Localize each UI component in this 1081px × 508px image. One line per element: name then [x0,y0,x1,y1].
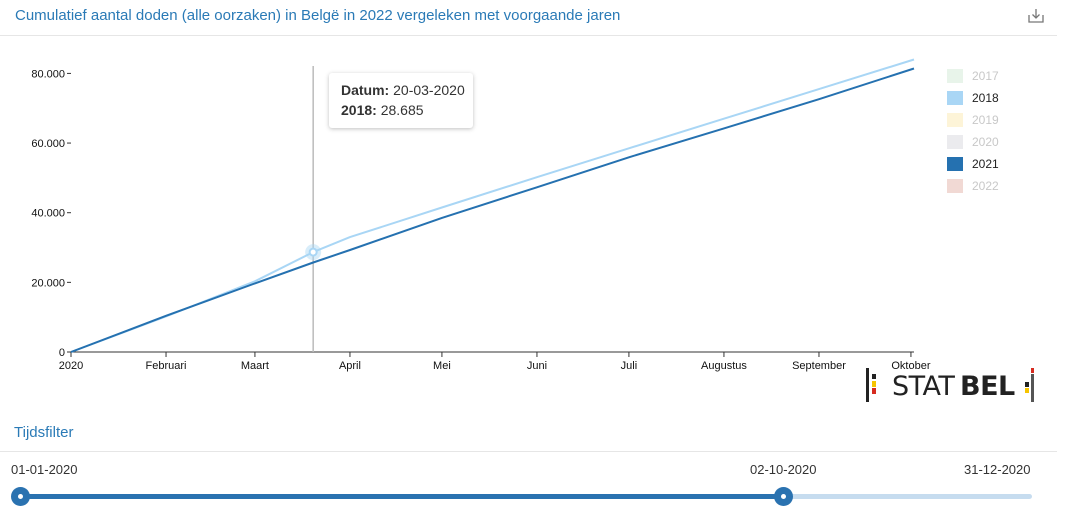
legend-label-2022[interactable]: 2022 [972,179,999,193]
chart-header: Cumulatief aantal doden (alle oorzaken) … [0,0,1057,36]
x-tick-label: September [792,360,846,372]
legend-label-2021[interactable]: 2021 [972,157,999,171]
logo-text-bold: BEL [960,371,1015,402]
x-tick-label: Februari [146,360,187,372]
legend-label-2019[interactable]: 2019 [972,113,999,127]
y-tick-label: 80.000 [31,68,65,80]
logo-text-light: STAT [892,371,955,402]
legend-swatch-2021[interactable] [947,157,963,171]
filter-end-date: 31-12-2020 [964,462,1031,477]
x-tick-label: Juli [621,360,638,372]
series-line-2021 [70,67,915,353]
chart-title: Cumulatief aantal doden (alle oorzaken) … [15,7,621,24]
y-tick-label: 60.000 [31,138,65,150]
y-tick-label: 0 [59,347,65,359]
x-tick-label: April [339,360,361,372]
time-filter-end-handle[interactable] [773,487,793,506]
filter-divider [0,451,1057,452]
time-filter-selected-range [21,494,784,499]
x-tick-label: Maart [241,360,269,372]
legend-swatch-2019[interactable] [947,113,963,127]
legend-label-2017[interactable]: 2017 [972,69,999,83]
filter-current-date: 02-10-2020 [750,462,817,477]
chart-tooltip: Datum: 20-03-2020 2018: 28.685 [329,73,473,128]
highlight-point [308,247,318,257]
legend-swatch-2018[interactable] [947,91,963,105]
tooltip-date-value: 20-03-2020 [393,82,465,98]
x-tick-label: Augustus [701,360,747,372]
x-tick-label: Mei [433,360,451,372]
series-line-2018 [70,58,915,353]
legend-swatch-2017[interactable] [947,69,963,83]
legend-label-2020[interactable]: 2020 [972,135,999,149]
y-tick-label: 40.000 [31,208,65,220]
time-filter-title: Tijdsfilter [14,424,74,441]
tooltip-series-value: 28.685 [380,102,424,118]
legend-label-2018[interactable]: 2018 [972,91,999,105]
tooltip-series-label: 2018: [341,102,377,118]
x-tick-label: 2020 [59,360,83,372]
x-tick-label: Juni [527,360,547,372]
tooltip-date-label: Datum: [341,82,390,98]
line-chart: 2020 Februari Maart April Mei Juni Juli Augustu… [31,58,999,372]
y-tick-label: 20.000 [31,277,65,289]
download-icon[interactable] [1026,6,1046,26]
x-tick-label: Oktober [891,360,930,372]
time-filter-start-handle[interactable] [11,487,30,506]
legend-swatch-2022[interactable] [947,179,963,193]
filter-start-date: 01-01-2020 [11,462,78,477]
legend-swatch-2020[interactable] [947,135,963,149]
statbel-logo: STAT BEL [864,366,1044,406]
